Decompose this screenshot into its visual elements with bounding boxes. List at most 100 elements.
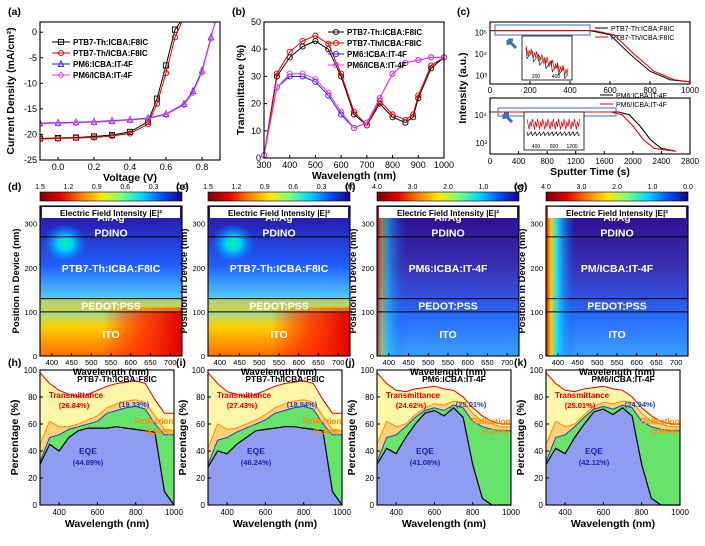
x-tick-label: 800 [129,508,143,517]
x-axis-label: Wavelength (nm) [233,518,317,530]
transmittance-value: (27.43%) [227,401,258,410]
x-tick-label: 600 [597,508,611,517]
total-line [376,372,511,425]
x-tick-label: 600 [603,86,617,95]
colorbar-tick-label: 1.2 [232,184,242,191]
data-point [299,70,306,77]
transmittance-label: Transmittance [386,391,441,400]
legend-marker [57,59,65,68]
reflection-line [376,400,511,445]
transmittance-label: Transmittance [555,391,610,400]
heatmap-hotspot [211,223,255,264]
y-tick-label: 40 [534,447,543,456]
colorbar-tick-label: 1.5 [203,184,213,191]
data-point [126,130,134,137]
y-tick-label: 0 [370,501,375,510]
data-point [90,117,98,125]
y-tick-label: 0 [33,501,38,510]
data-point [162,62,170,69]
x-axis-label: Wavelength (nm) [73,367,149,378]
heatmap-band [208,298,350,312]
colorbar-tick-label: 3.0 [408,184,418,191]
reflection-value: (7.39%) [313,427,340,436]
legend-entry: PM6:ICBA:IT-4F [73,60,133,69]
panel-label: (k) [514,357,527,369]
y-tick-label: 200 [530,264,543,273]
top-series-1 [490,30,691,83]
data-point [350,125,358,132]
y-tick-label: 40 [251,44,261,54]
panel-area-3: 400 600 800 1000 0 20 40 60 80 100 Wavelength (nm)… [514,357,689,530]
parasitic-line [376,404,511,462]
inset-series-red [525,45,569,76]
colorbar-label-bg [379,207,517,218]
y-tick-label: 80 [365,393,374,402]
x-tick-label: 600 [428,508,442,517]
data-point [72,134,80,142]
layer-label: PDINO [431,227,464,239]
y-tick-label: 0 [33,352,37,361]
legend-marker [57,49,65,57]
x-tick-label: 1000 [671,508,689,517]
heatmap-band [40,298,182,312]
y-axis-label: Current Density (mA/cm²) [5,27,17,154]
y-tick-label: 50 [251,17,261,27]
colorbar-label-bg [210,207,348,218]
series-line [263,56,444,156]
x-tick-label: 2800 [681,157,699,166]
y-tick-label: 20 [365,474,374,483]
x-tick-label: 550 [105,358,118,367]
data-point [273,84,280,91]
x-axis-label: Wavelength (nm) [241,367,317,378]
x-tick-label: 700 [359,160,374,170]
x-tick-label: 500 [422,358,435,367]
data-point [126,116,134,124]
y-tick-label: 10⁴ [475,50,488,59]
eqe-value: (46.24%) [241,458,272,467]
x-tick-label: 1000 [434,160,454,170]
x-tick-label: 1000 [502,508,520,517]
x-tick-label: 400 [552,358,565,367]
x-axis-label: Wavelength (nm) [571,518,655,530]
total-line [207,372,342,414]
reflection-value: (9.29%) [482,427,509,436]
x-tick-label: 200 [523,86,537,95]
colorbar-tick-label: 2.0 [443,184,453,191]
colorbar-tick-label: 4.0 [541,184,551,191]
x-axis-label: Wavelength (nm) [579,367,655,378]
y-tick-label: 20 [251,99,261,109]
legend-entry: PM6/ICBA:IT-4F [616,102,667,109]
x-tick-label: 450 [65,358,78,367]
x-axis-label: Wavelength (nm) [312,170,396,182]
layer-label: PDINO [600,227,633,239]
legend-entry: PTB7-Th:ICBA:F8IC [347,28,422,37]
panel-area-1: 400 600 800 1000 0 20 40 60 80 100 Wavelength (nm)… [176,357,351,530]
data-point [214,14,219,20]
colorbar-tick-label: 0.9 [260,184,270,191]
x-tick-label: 0 [488,157,493,166]
transmittance-area [40,372,174,445]
y-tick-label: 40 [196,447,205,456]
data-point [126,115,134,123]
y-axis-label: Position in Device (nm) [179,228,190,333]
x-tick-label: 2000 [624,157,642,166]
layer-label: PDINO [94,227,127,239]
layer-label: ITO [270,329,287,341]
x-tick-label: 800 [540,157,554,166]
data-point [162,110,170,119]
inset-tick-label: 400 [552,74,561,80]
x-tick-label: 0 [488,86,493,95]
y-axis-label: Position in Device (nm) [517,228,528,333]
x-tick-label: 500 [253,358,266,367]
y-tick-label: 100 [530,308,543,317]
colorbar-label: Electric Field Intensity |E|² [566,209,668,218]
reflection-value: (7.93%) [651,427,678,436]
y-tick-label: 30 [251,71,261,81]
eqe-value: (41.08%) [410,458,441,467]
data-point [198,68,206,76]
x-tick-label: 550 [442,358,455,367]
eqe-value: (44.89%) [73,458,104,467]
x-tick-label: 400 [389,508,403,517]
plot-frame [376,369,512,506]
